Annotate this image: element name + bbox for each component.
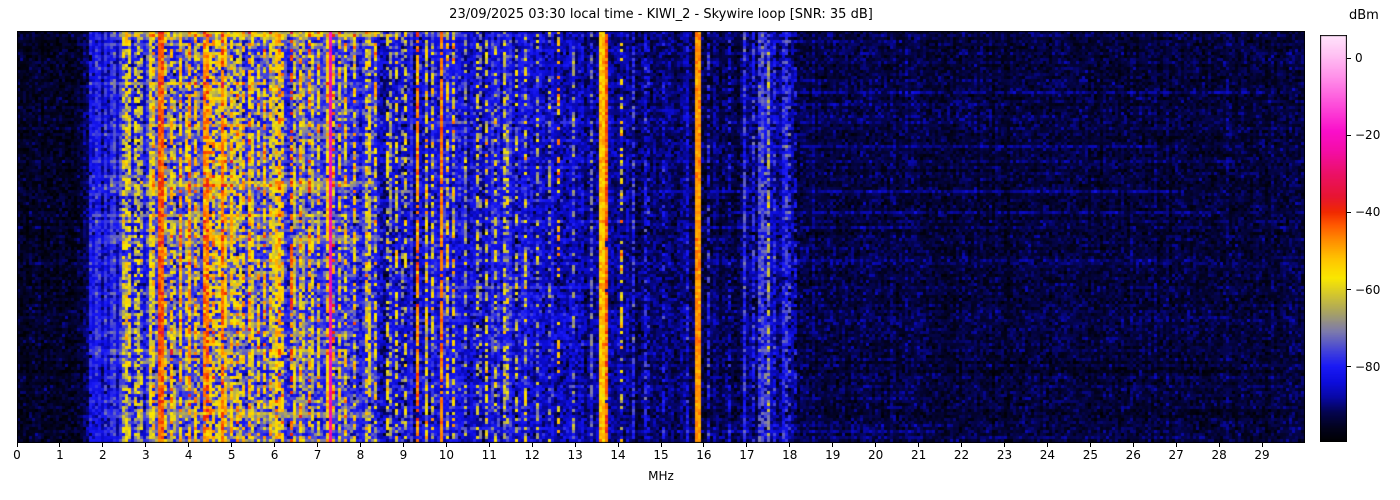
x-axis-tick-label: 18 xyxy=(782,448,798,462)
x-axis-tick xyxy=(1218,443,1220,447)
colorbar-tick xyxy=(1347,211,1351,213)
x-axis-tick xyxy=(703,443,705,447)
x-axis-tick-label: 16 xyxy=(696,448,712,462)
colorbar-tick-label: −40 xyxy=(1355,205,1381,220)
x-axis-tick xyxy=(188,443,190,447)
x-axis-tick xyxy=(1175,443,1177,447)
x-axis-tick-label: 22 xyxy=(953,448,970,462)
x-axis-tick-label: 15 xyxy=(653,448,669,462)
x-axis-tick xyxy=(617,443,619,447)
spectrogram-canvas xyxy=(17,31,1305,443)
x-axis-tick xyxy=(1003,443,1005,447)
colorbar-tick-label: −20 xyxy=(1355,128,1381,143)
plot-title: 23/09/2025 03:30 local time - KIWI_2 - S… xyxy=(449,7,873,22)
x-axis-tick xyxy=(746,443,748,447)
x-axis-tick xyxy=(488,443,490,447)
x-axis-tick-label: 29 xyxy=(1254,448,1270,462)
colorbar-unit-label: dBm xyxy=(1349,8,1379,23)
x-axis-tick xyxy=(832,443,834,447)
x-axis-tick-label: 4 xyxy=(184,448,193,462)
x-axis-tick xyxy=(16,443,18,447)
x-axis-unit-label: MHz xyxy=(648,469,674,483)
x-axis-tick-label: 24 xyxy=(1039,448,1056,462)
x-axis-tick xyxy=(660,443,662,447)
x-axis-tick-label: 9 xyxy=(399,448,408,462)
x-axis-tick xyxy=(402,443,404,447)
x-axis-tick xyxy=(531,443,533,447)
x-axis-tick-label: 2 xyxy=(99,448,107,462)
x-axis-tick-label: 27 xyxy=(1168,448,1184,462)
x-axis-tick-label: 5 xyxy=(227,448,236,462)
x-axis-tick xyxy=(231,443,233,447)
x-axis-tick xyxy=(789,443,791,447)
x-axis-tick-label: 11 xyxy=(481,448,497,462)
x-axis-tick-label: 21 xyxy=(910,448,927,462)
x-axis-tick xyxy=(1132,443,1134,447)
colorbar-tick-label: 0 xyxy=(1355,51,1363,66)
x-axis-tick-label: 23 xyxy=(996,448,1013,462)
x-axis-tick xyxy=(875,443,877,447)
x-axis-tick xyxy=(574,443,576,447)
x-axis-tick-label: 17 xyxy=(739,448,755,462)
x-axis-tick-label: 7 xyxy=(313,448,322,462)
x-axis-tick-label: 12 xyxy=(524,448,540,462)
x-axis-tick-label: 14 xyxy=(610,448,626,462)
x-axis-tick-label: 19 xyxy=(825,448,841,462)
x-axis-tick-label: 3 xyxy=(141,448,150,462)
x-axis-tick-label: 25 xyxy=(1082,448,1098,462)
x-axis-tick xyxy=(359,443,361,447)
x-axis-tick-label: 28 xyxy=(1211,448,1227,462)
x-axis-tick-label: 26 xyxy=(1125,448,1141,462)
x-axis-tick xyxy=(445,443,447,447)
x-axis-tick xyxy=(274,443,276,447)
x-axis-tick xyxy=(1089,443,1091,447)
x-axis-tick xyxy=(317,443,319,447)
x-axis-tick-label: 6 xyxy=(270,448,279,462)
x-axis-tick xyxy=(1261,443,1263,447)
colorbar-tick-label: −80 xyxy=(1355,359,1381,374)
x-axis-tick-label: 13 xyxy=(567,448,583,462)
colorbar-tick-label: −60 xyxy=(1355,282,1381,297)
x-axis-tick xyxy=(961,443,963,447)
x-axis-tick-label: 20 xyxy=(868,448,884,462)
colorbar-tick xyxy=(1347,134,1351,136)
x-axis-tick xyxy=(102,443,104,447)
colorbar xyxy=(1320,35,1347,442)
x-axis-tick xyxy=(59,443,61,447)
colorbar-tick xyxy=(1347,57,1351,59)
x-axis-tick xyxy=(145,443,147,447)
colorbar-tick xyxy=(1347,366,1351,368)
x-axis-tick-label: 1 xyxy=(56,448,64,462)
x-axis-tick xyxy=(918,443,920,447)
x-axis-tick-label: 0 xyxy=(13,448,21,462)
x-axis-tick-label: 8 xyxy=(356,448,365,462)
x-axis-tick-label: 10 xyxy=(438,448,454,462)
colorbar-tick xyxy=(1347,289,1351,291)
x-axis-tick xyxy=(1046,443,1048,447)
